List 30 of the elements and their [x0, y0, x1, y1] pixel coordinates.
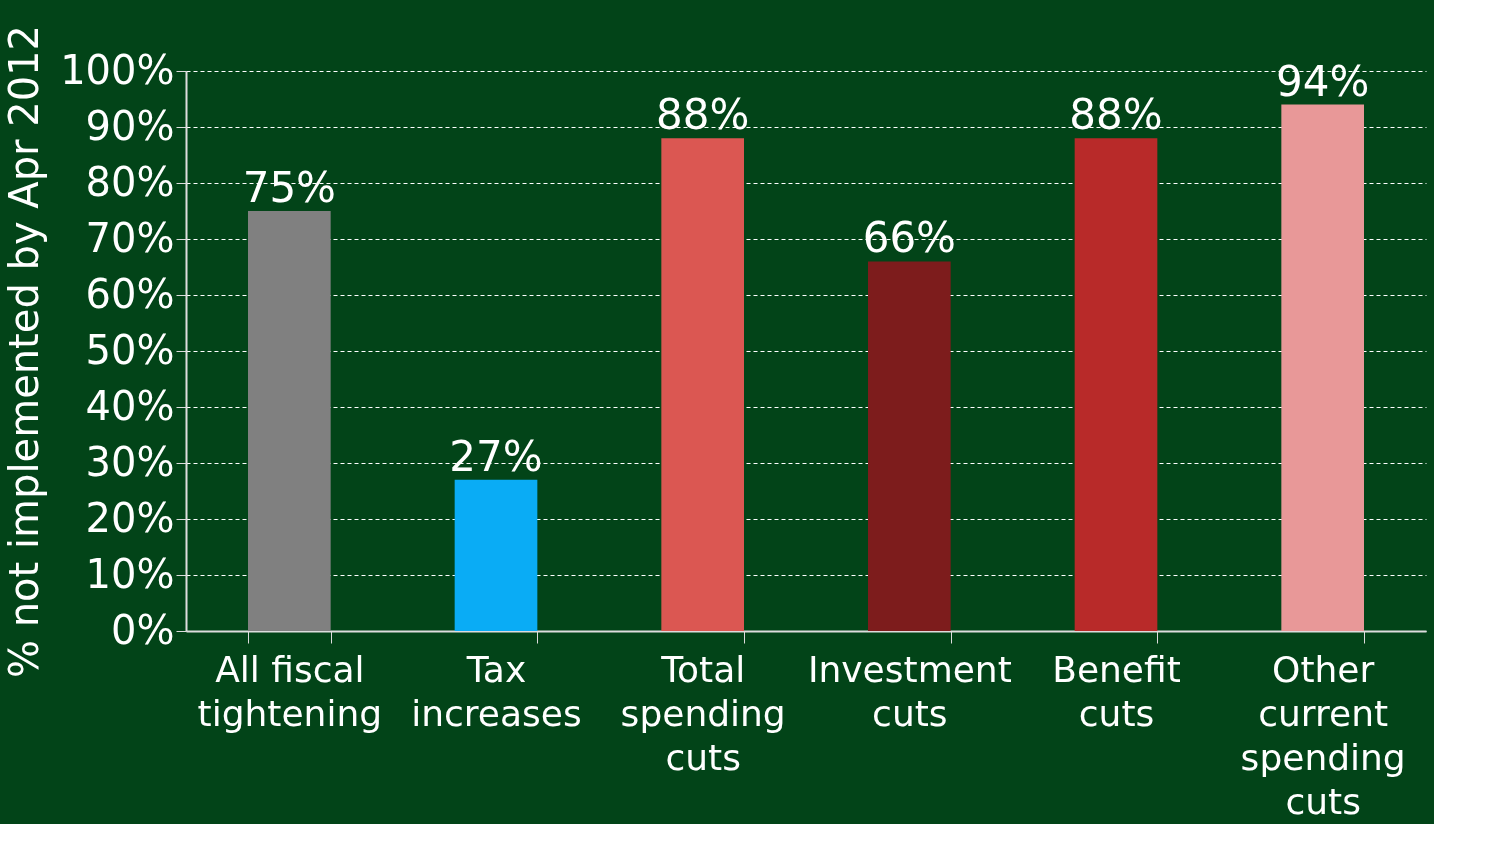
x-tick-label: Total spending cuts: [620, 648, 786, 778]
data-label: 88%: [1069, 90, 1163, 140]
x-tick-label: Other current spending cuts: [1240, 648, 1406, 822]
x-tick-label: Tax increases: [411, 648, 582, 734]
y-tick-label: 90%: [85, 102, 175, 149]
data-label: 88%: [655, 90, 750, 140]
y-tick-label: 10%: [85, 550, 175, 597]
bar: [1074, 138, 1158, 631]
y-tick-label: 40%: [85, 382, 175, 429]
data-label: 66%: [862, 213, 957, 263]
y-tick-label: 0%: [111, 606, 175, 653]
bar: [868, 261, 951, 631]
y-tick-label: 30%: [85, 438, 175, 485]
y-axis-title: % not implemented by Apr 2012: [1, 25, 48, 678]
y-tick-label: 50%: [85, 326, 175, 373]
bar: [248, 211, 331, 631]
bar: [1281, 104, 1364, 631]
y-tick-label: 70%: [85, 214, 175, 261]
y-tick-label: 20%: [85, 494, 175, 541]
bar: [454, 479, 538, 631]
x-tick-label: Investment cuts: [807, 648, 1012, 734]
data-label: 75%: [242, 163, 337, 212]
data-label: 94%: [1275, 56, 1370, 106]
x-tick-label: All fiscal tightening: [197, 648, 383, 734]
y-tick-label: 100%: [60, 46, 175, 93]
x-tick-label: Benefit cuts: [1052, 648, 1181, 734]
y-tick-label: 80%: [85, 158, 175, 205]
bar: [661, 138, 744, 631]
y-tick-label: 60%: [85, 270, 175, 317]
data-label: 27%: [449, 431, 543, 481]
